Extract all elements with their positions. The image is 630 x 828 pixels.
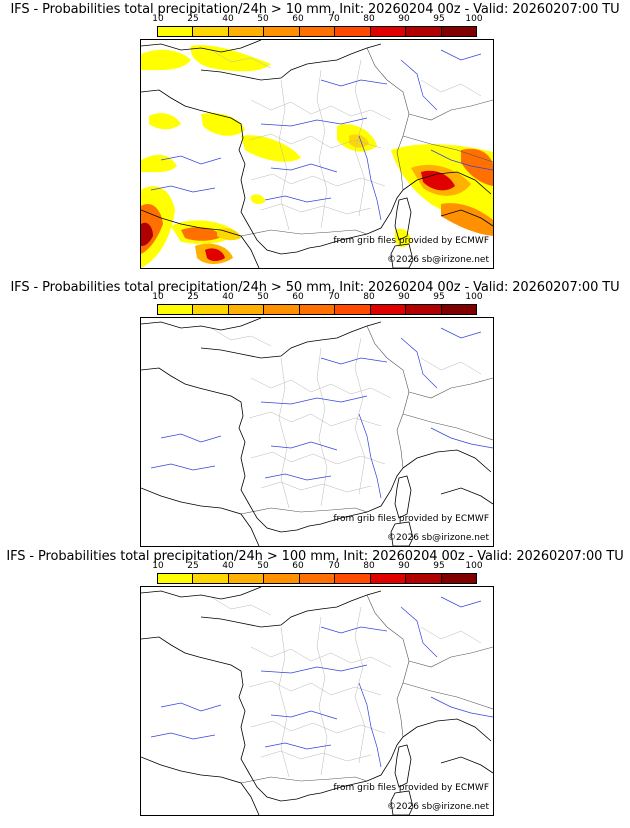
colorbar-tick: 25 — [187, 292, 199, 302]
map-graphic — [141, 318, 493, 546]
colorbar-tick: 10 — [152, 561, 164, 571]
colorbar-tick: 80 — [363, 561, 375, 571]
colorbar-tick: 90 — [398, 292, 410, 302]
colorbar-swatch — [441, 27, 476, 36]
panel-title: IFS - Probabilities total precipitation/… — [10, 2, 620, 17]
colorbar-tick: 100 — [465, 561, 483, 571]
colorbar-tick: 50 — [257, 292, 269, 302]
coastline — [141, 587, 493, 815]
colorbar-swatch — [228, 574, 265, 583]
colorbar-swatch — [158, 27, 194, 36]
copyright: ©2026 sb@irizone.net — [387, 255, 489, 265]
colorbar-tick: 60 — [292, 561, 304, 571]
colorbar-tick: 50 — [257, 561, 269, 571]
colorbar-swatch — [370, 574, 407, 583]
source-credit: from grib files provided by ECMWF — [333, 236, 489, 246]
rivers — [150, 327, 493, 499]
colorbar-tick: 25 — [187, 14, 199, 24]
panel-50mm: IFS - Probabilities total precipitation/… — [0, 278, 630, 547]
colorbar-swatch — [228, 305, 265, 314]
colorbar-swatch — [370, 305, 407, 314]
colorbar-tick: 50 — [257, 14, 269, 24]
colorbar-tick: 70 — [328, 14, 340, 24]
map-area: from grib files provided by ECMWF ©2026 … — [140, 317, 494, 547]
colorbar-swatch — [193, 305, 229, 314]
colorbar-swatch — [228, 27, 265, 36]
colorbar-swatch — [299, 574, 336, 583]
colorbar-tick: 25 — [187, 561, 199, 571]
colorbar-tick: 90 — [398, 561, 410, 571]
colorbar-tick: 60 — [292, 14, 304, 24]
panel-title: IFS - Probabilities total precipitation/… — [10, 280, 620, 295]
copyright: ©2026 sb@irizone.net — [387, 533, 489, 543]
colorbar-tick: 40 — [222, 561, 234, 571]
colorbar-swatch — [299, 27, 336, 36]
colorbar-swatch — [158, 305, 194, 314]
colorbar-swatch — [370, 27, 407, 36]
map-area: from grib files provided by ECMWF ©2026 … — [140, 586, 494, 816]
map-graphic — [141, 587, 493, 815]
colorbar-swatches — [157, 304, 477, 315]
panel-title: IFS - Probabilities total precipitation/… — [6, 549, 624, 564]
colorbar-swatch — [264, 27, 300, 36]
colorbar-tick: 10 — [152, 14, 164, 24]
region-boundaries — [210, 596, 482, 778]
colorbar-swatch — [406, 305, 442, 314]
colorbar-tick: 10 — [152, 292, 164, 302]
colorbar-swatch — [193, 574, 229, 583]
colorbar-swatch — [158, 574, 194, 583]
source-credit: from grib files provided by ECMWF — [333, 514, 489, 524]
colorbar-tick: 95 — [433, 561, 445, 571]
colorbar-tick: 40 — [222, 14, 234, 24]
country-borders — [240, 594, 493, 784]
colorbar-tick: 100 — [465, 14, 483, 24]
colorbar-swatch — [406, 574, 442, 583]
colorbar-swatch — [264, 574, 300, 583]
colorbar-swatch — [441, 574, 476, 583]
colorbar-tick: 95 — [433, 292, 445, 302]
map-graphic — [141, 40, 493, 268]
colorbar-tick: 80 — [363, 14, 375, 24]
rivers — [150, 596, 493, 768]
colorbar-swatch — [335, 574, 371, 583]
colorbar-swatch — [335, 305, 371, 314]
coastline — [141, 318, 493, 546]
country-borders — [240, 325, 493, 515]
colorbar-swatches — [157, 573, 477, 584]
colorbar-tick: 70 — [328, 561, 340, 571]
colorbar-tick: 40 — [222, 292, 234, 302]
colorbar-tick: 90 — [398, 14, 410, 24]
source-credit: from grib files provided by ECMWF — [333, 783, 489, 793]
copyright: ©2026 sb@irizone.net — [387, 802, 489, 812]
colorbar-swatch — [264, 305, 300, 314]
colorbar-swatch — [193, 27, 229, 36]
colorbar-tick: 60 — [292, 292, 304, 302]
map-area: from grib files provided by ECMWF ©2026 … — [140, 39, 494, 269]
colorbar-tick: 95 — [433, 14, 445, 24]
colorbar-tick: 80 — [363, 292, 375, 302]
colorbar-swatch — [441, 305, 476, 314]
colorbar-swatch — [335, 27, 371, 36]
colorbar-swatch — [406, 27, 442, 36]
colorbar-tick: 100 — [465, 292, 483, 302]
region-boundaries — [210, 327, 482, 509]
colorbar-swatches — [157, 26, 477, 37]
colorbar-swatch — [299, 305, 336, 314]
panel-10mm: IFS - Probabilities total precipitation/… — [0, 0, 630, 269]
precip-overlay — [141, 45, 493, 268]
panel-100mm: IFS - Probabilities total precipitation/… — [0, 547, 630, 816]
colorbar-tick: 70 — [328, 292, 340, 302]
